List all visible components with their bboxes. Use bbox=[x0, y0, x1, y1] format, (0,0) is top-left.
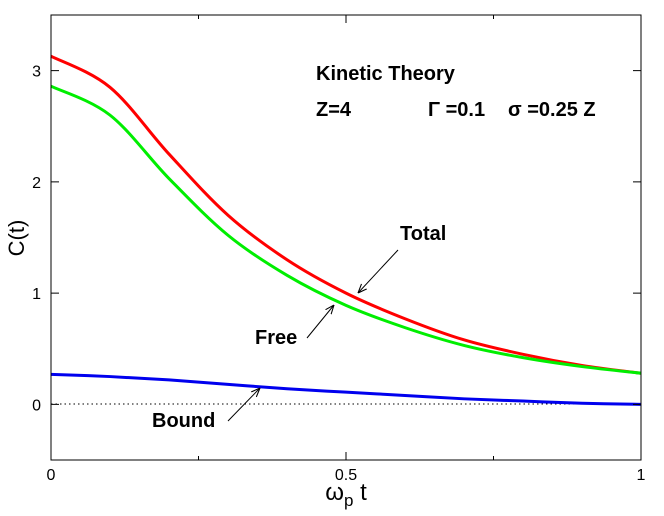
arrow-free bbox=[306, 305, 334, 339]
annotation-title: Kinetic Theory bbox=[316, 63, 456, 85]
label-bound: Bound bbox=[152, 410, 215, 432]
label-free: Free bbox=[255, 327, 297, 349]
x-tick-label: 0 bbox=[47, 467, 56, 484]
series-bound-line bbox=[50, 372, 642, 406]
x-axis-label-sub: p bbox=[344, 491, 353, 510]
y-tick-label: 2 bbox=[32, 175, 41, 192]
y-tick-label: 3 bbox=[32, 64, 41, 81]
x-axis-label-tail: t bbox=[353, 479, 367, 506]
y-tick-label: 1 bbox=[32, 286, 41, 303]
annotation-param-z: Z=4 bbox=[316, 99, 352, 121]
y-tick-label: 0 bbox=[32, 397, 41, 414]
label-total: Total bbox=[400, 223, 446, 245]
y-axis-label: C(t) bbox=[4, 220, 29, 257]
x-axis-label-main: ω bbox=[325, 479, 344, 506]
annotation-param-sigma: σ =0.25 Z bbox=[508, 99, 596, 121]
annotation-param-gamma: Γ =0.1 bbox=[428, 99, 485, 121]
x-axis-label: ωp t bbox=[325, 479, 367, 510]
x-tick-label: 0.5 bbox=[335, 467, 357, 484]
series-free-line bbox=[50, 84, 642, 375]
x-tick-label: 1 bbox=[637, 467, 646, 484]
arrow-total bbox=[358, 249, 399, 293]
arrow-bound bbox=[227, 388, 260, 422]
series-total-line bbox=[50, 54, 642, 375]
